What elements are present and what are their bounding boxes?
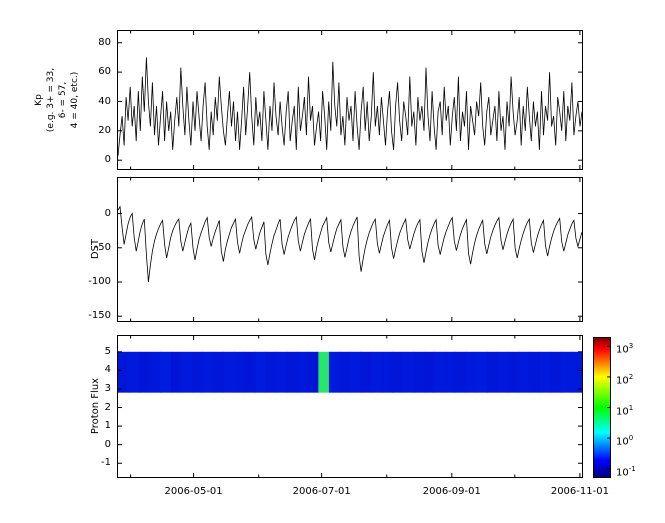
- colorbar-tick-labels: 103 102 101 100 10-1: [616, 338, 661, 479]
- colorbar-tick-label: 10-1: [616, 464, 636, 479]
- y-tick-label: -100: [88, 276, 111, 287]
- y-tick-label: 0: [104, 154, 111, 166]
- x-tick-label: 2006-05-01: [164, 486, 223, 497]
- y-tick-label: 1: [104, 420, 111, 432]
- y-tick-label: -1: [101, 457, 111, 469]
- dst-ytick-labels: 0 -50 -100 -150: [82, 178, 113, 322]
- kp-axis-label: Kp (e.g. 3+ = 33, 6- = 57, 4 = 40, etc.): [33, 45, 81, 155]
- x-tick-label: 2006-09-01: [422, 486, 481, 497]
- y-tick-label: -150: [88, 310, 111, 322]
- y-tick-label: 60: [98, 66, 111, 78]
- y-tick-label: -50: [94, 241, 111, 253]
- kp-axis-label-line: 6- = 57,: [58, 81, 68, 119]
- kp-plot: [118, 31, 582, 169]
- proton-flux-panel: [117, 335, 583, 478]
- y-tick-label: 80: [98, 36, 111, 48]
- colorbar: [593, 337, 611, 478]
- colorbar-tick-label: 102: [616, 372, 634, 387]
- x-tick-labels: 2006-05-01 2006-07-01 2006-09-01 2006-11-01: [118, 486, 609, 502]
- y-tick-label: 0: [104, 207, 111, 219]
- y-tick-label: 0: [104, 438, 111, 450]
- y-tick-label: 4: [104, 364, 111, 376]
- y-tick-label: 2: [104, 401, 111, 413]
- kp-axis-label-line: 4 = 40, etc.): [70, 71, 80, 129]
- x-tick-label: 2006-11-01: [550, 486, 609, 497]
- colorbar-tick-label: 103: [616, 342, 634, 356]
- kp-axis-label-line: (e.g. 3+ = 33,: [46, 67, 56, 133]
- kp-ytick-labels: 80 60 40 20 0: [82, 31, 113, 169]
- proton-flux-ytick-labels: 5 4 3 2 1 0 -1: [82, 336, 113, 477]
- y-tick-label: 40: [98, 95, 111, 107]
- dst-plot: [118, 178, 582, 321]
- proton-flux-plot: [118, 336, 582, 477]
- y-tick-label: 20: [98, 124, 111, 136]
- colorbar-gradient: [594, 338, 610, 477]
- y-tick-label: 3: [104, 382, 111, 394]
- x-tick-label: 2006-07-01: [292, 486, 351, 497]
- colorbar-tick-label: 100: [616, 434, 634, 448]
- dst-panel: [117, 177, 583, 322]
- kp-panel: [117, 30, 583, 170]
- colorbar-tick-label: 101: [616, 403, 634, 417]
- kp-axis-label-line: Kp: [34, 94, 44, 106]
- y-tick-label: 5: [104, 345, 111, 357]
